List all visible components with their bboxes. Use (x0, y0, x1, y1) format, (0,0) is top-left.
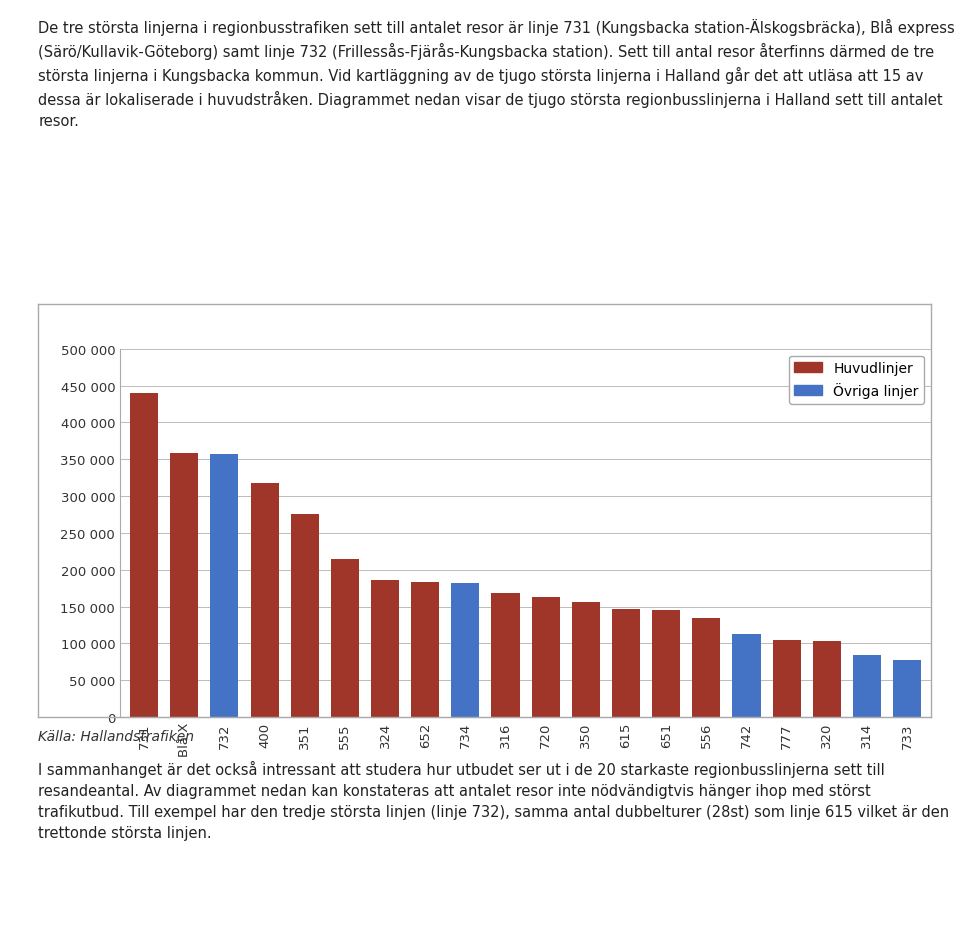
Text: I sammanhanget är det också intressant att studera hur utbudet ser ut i de 20 st: I sammanhanget är det också intressant a… (38, 760, 949, 840)
Bar (130, 394, 158, 717)
Text: REGIONBUSSLINJER: FLEST RESOR 2014: REGIONBUSSLINJER: FLEST RESOR 2014 (284, 315, 685, 334)
Bar (813, 641, 841, 717)
Bar (572, 602, 600, 717)
Bar (210, 455, 238, 717)
Bar (331, 559, 359, 717)
Bar (612, 609, 640, 717)
Legend: Huvudlinjer, Övriga linjer: Huvudlinjer, Övriga linjer (789, 356, 924, 404)
Bar (652, 610, 681, 717)
Bar (893, 660, 922, 717)
Text: De tre största linjerna i regionbusstrafiken sett till antalet resor är linje 73: De tre största linjerna i regionbusstraf… (38, 19, 955, 128)
Bar (451, 583, 479, 717)
Bar (291, 515, 319, 717)
Bar (532, 598, 560, 717)
Bar (692, 618, 720, 717)
Bar (773, 640, 801, 717)
Text: Källa: Hallandstrafiken: Källa: Hallandstrafiken (38, 730, 194, 744)
Bar (852, 655, 881, 717)
Bar (251, 483, 278, 717)
Bar (170, 454, 199, 717)
Bar (732, 634, 760, 717)
Bar (411, 582, 440, 717)
Bar (492, 594, 519, 717)
Bar (371, 581, 399, 717)
